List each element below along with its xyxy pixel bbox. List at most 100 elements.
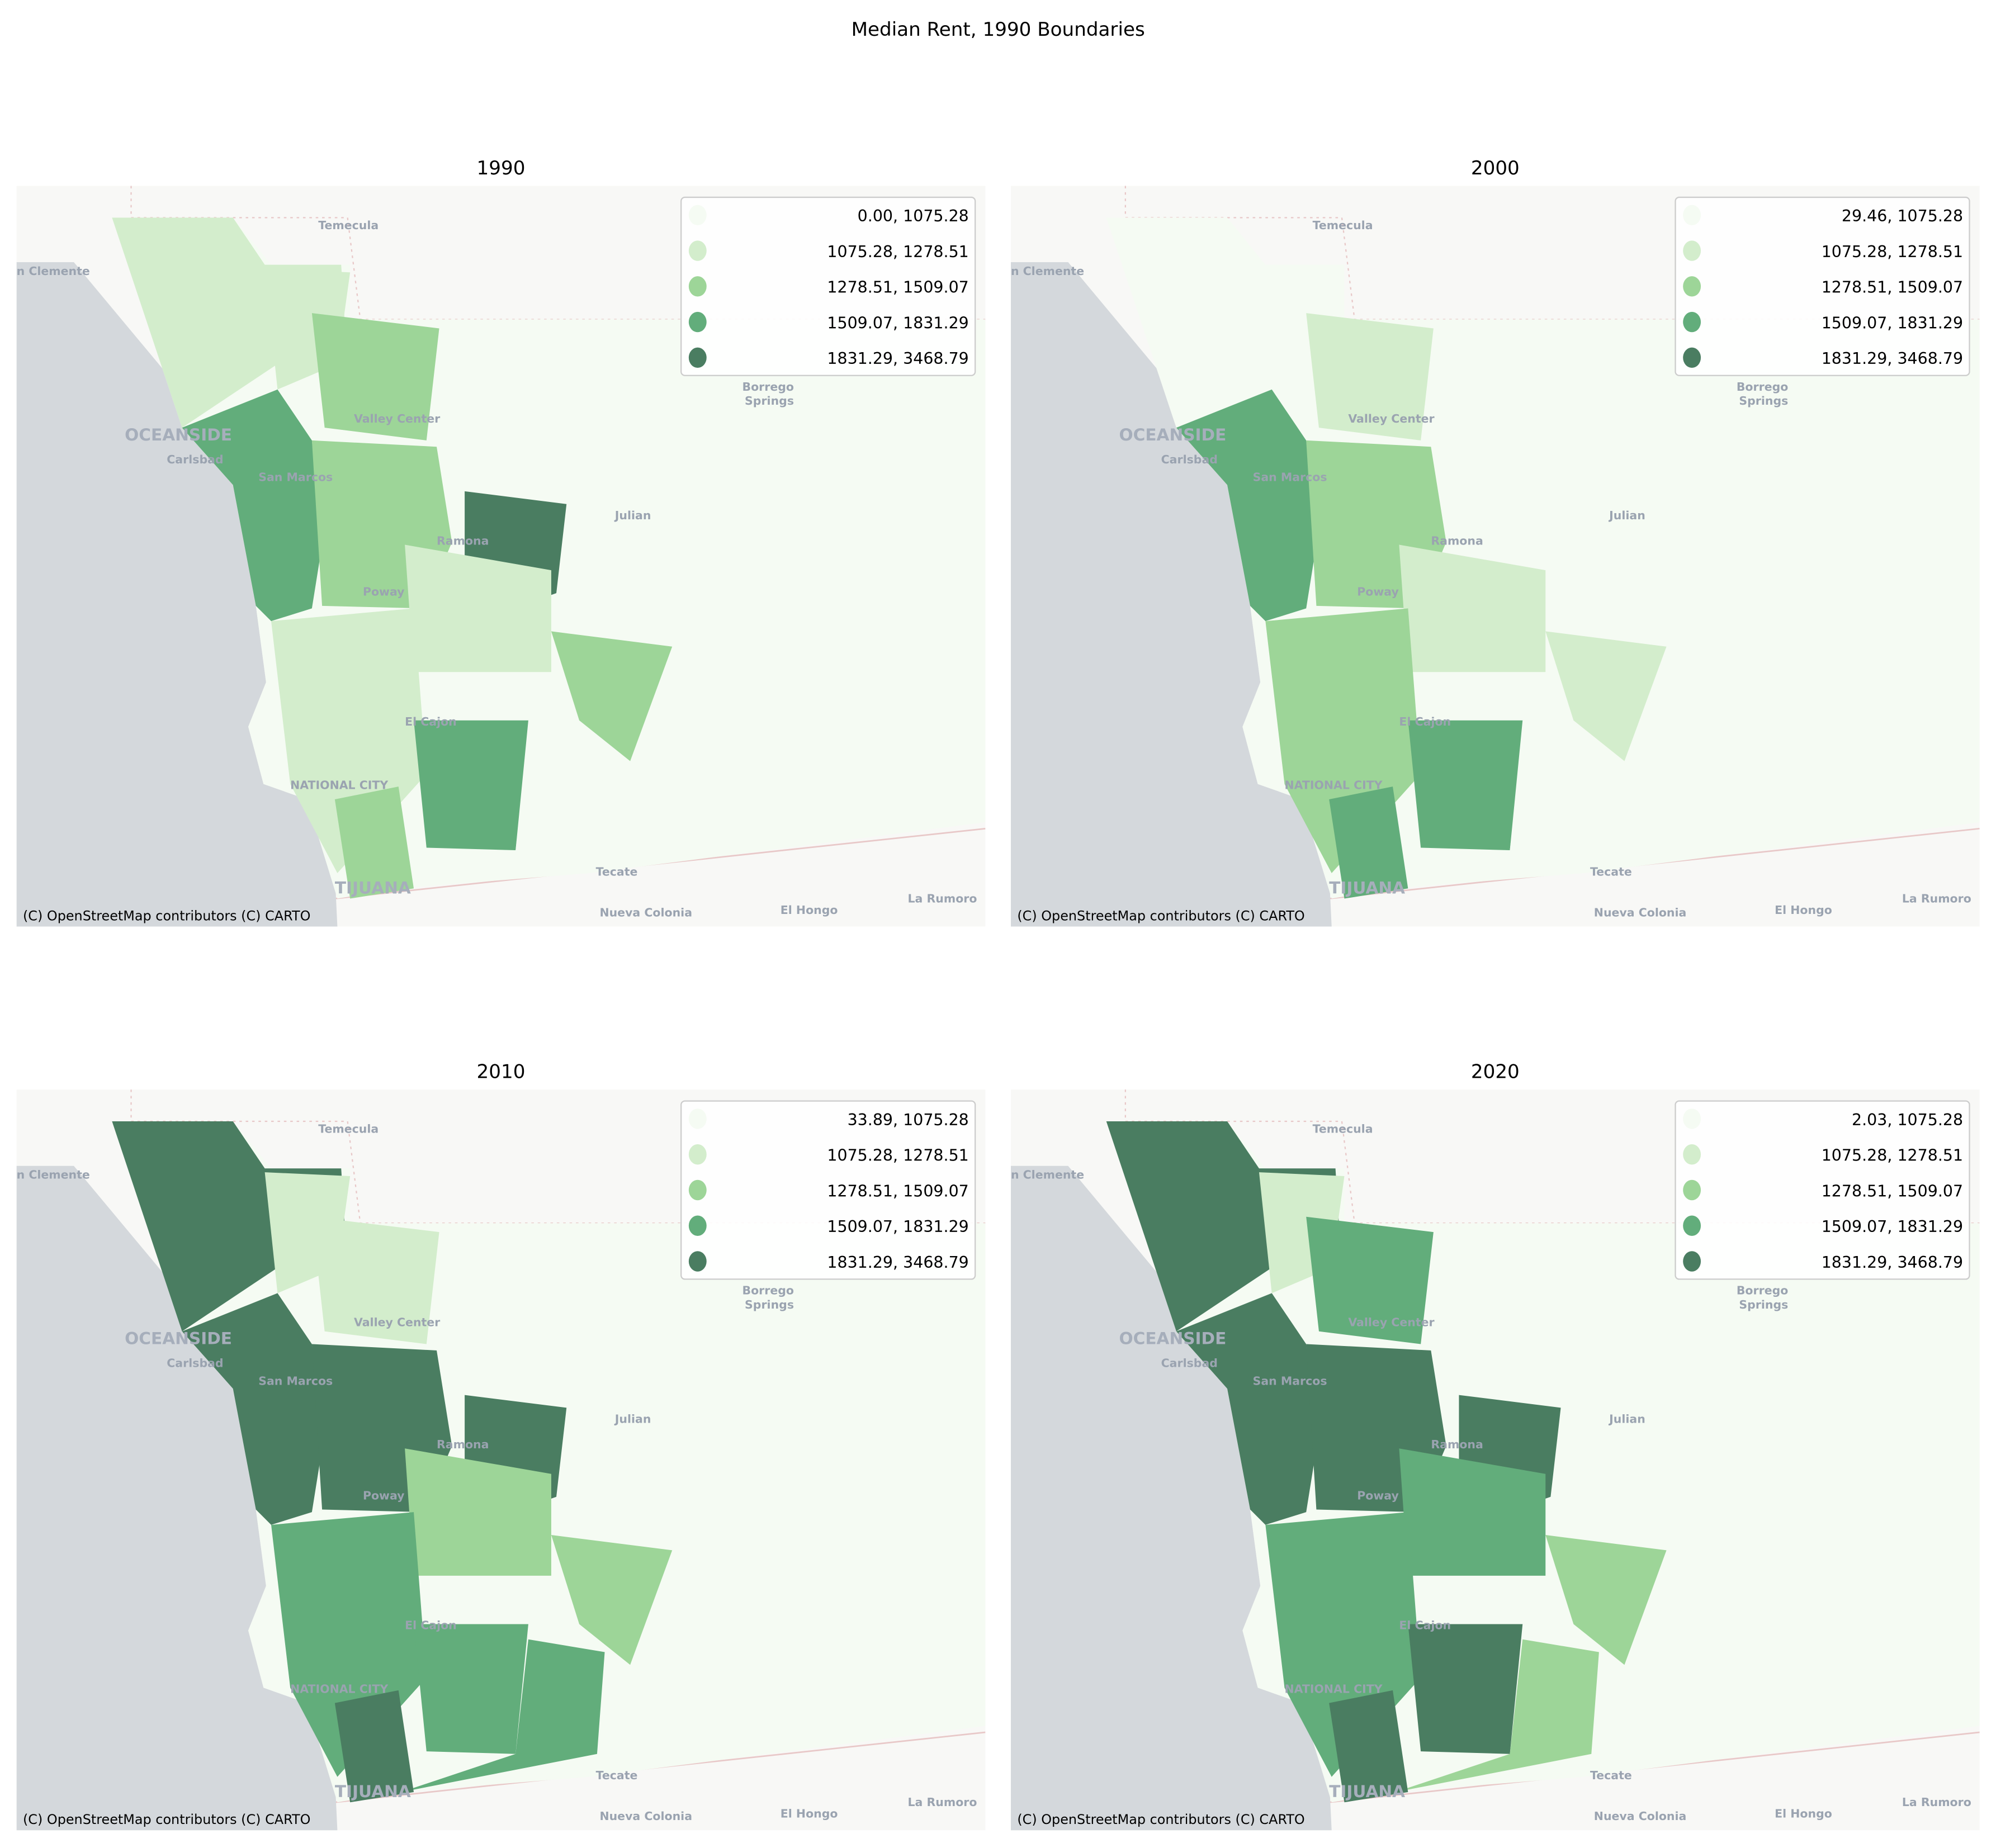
legend-marker [1683,1108,1701,1129]
place-label-nueva-colonia: Nueva Colonia [1594,906,1687,919]
legend-label: 1831.29, 3468.79 [1822,349,1963,368]
map-panel-2020: 2020 Temecula n Clemente OCEANSIDE Carlsbad S… [1010,1061,1980,1831]
place-label-temecula: Temecula [318,219,379,232]
legend-marker [1683,1179,1701,1201]
place-label-san-marcos: San Marcos [1253,1374,1327,1387]
tract-region [1306,313,1434,440]
tract-region [182,1293,323,1525]
legend-label: 1509.07, 1831.29 [827,1217,968,1236]
place-label-springs: Springs [1739,394,1788,407]
tract-region [551,631,673,761]
map-area[interactable]: Temecula n Clemente OCEANSIDE Carlsbad San M… [1010,1089,1980,1831]
legend-box [1675,196,1970,376]
place-label-san-clemente: n Clemente [1011,1168,1084,1182]
place-label-tecate: Tecate [596,865,638,879]
legend-marker [1683,240,1701,261]
legend-label: 33.89, 1075.28 [848,1111,969,1129]
place-label-julian: Julian [614,1413,651,1426]
legend: 33.89, 1075.28 1075.28, 1278.51 1278.51, 1… [680,1100,976,1280]
border-line [130,186,986,320]
legend-label: 1831.29, 3468.79 [827,349,968,368]
place-label-borrego: Borrego [742,380,794,394]
panel-title: 1990 [477,157,526,179]
legend-marker [688,1108,707,1129]
tract-region [1395,1639,1599,1793]
place-label-el-cajon: El Cajon [405,1619,457,1632]
place-label-oceanside: OCEANSIDE [125,1329,232,1348]
place-label-valley-center: Valley Center [1348,1316,1435,1329]
tract-region [311,1216,439,1344]
place-label-el-cajon: El Cajon [405,715,457,728]
map-panel-2000: 2000 Temecula n Clemente OCEANSIDE Carlsbad S… [1010,157,1980,927]
tract-region [182,389,323,622]
place-label-valley-center: Valley Center [354,412,441,425]
ocean [16,262,338,927]
place-label-tecate: Tecate [1590,1769,1632,1782]
tract-region [414,720,528,851]
legend: 29.46, 1075.28 1075.28, 1278.51 1278.51, 1… [1675,196,1970,376]
figure-title: Median Rent, 1990 Boundaries [852,18,1145,41]
place-label-la-rumorosa: La Rumoro [1902,1795,1971,1809]
border-line [1124,186,1980,320]
place-label-ramona: Ramona [1431,534,1483,548]
ocean [16,1165,338,1831]
legend-label: 1075.28, 1278.51 [1822,243,1963,261]
legend: 0.00, 1075.28 1075.28, 1278.51 1278.51, 15… [680,196,976,376]
tract-region [1176,389,1317,622]
legend-marker [688,1144,707,1165]
legend-marker [1683,311,1701,333]
place-label-la-rumorosa: La Rumoro [908,1795,977,1809]
legend-marker [1683,1215,1701,1236]
tract-region [1408,1624,1523,1754]
tract-region [1545,1535,1667,1665]
map-area[interactable]: Temecula n Clemente OCEANSIDE Carlsbad San M… [16,1089,986,1831]
legend-label: 1509.07, 1831.29 [1822,1217,1963,1236]
legend-label: 1075.28, 1278.51 [827,243,968,261]
place-label-san-marcos: San Marcos [1253,471,1327,484]
map-panel-2010: 2010 Temecula n Clemente OCEANSIDE Carlsbad S… [16,1061,986,1831]
legend-label: 29.46, 1075.28 [1842,207,1963,225]
place-label-national-city: NATIONAL CITY [290,779,389,792]
legend-marker [688,240,707,261]
tract-region [405,544,551,672]
place-label-tijuana: TIJUANA [1329,878,1405,897]
tract-region [334,786,414,899]
legend: 2.03, 1075.28 1075.28, 1278.51 1278.51, 15… [1675,1100,1970,1280]
panel-title: 2000 [1471,157,1520,179]
place-label-tecate: Tecate [1590,865,1632,879]
place-label-el-hongo: El Hongo [781,903,838,917]
place-label-julian: Julian [614,509,651,522]
tract-region [401,736,605,889]
place-label-springs: Springs [1739,1298,1788,1311]
place-label-carlsbad: Carlsbad [167,1356,223,1370]
legend-marker [688,1179,707,1201]
place-label-la-rumorosa: La Rumoro [1902,892,1971,905]
attribution: (C) OpenStreetMap contributors (C) CARTO [1017,908,1304,923]
place-label-borrego: Borrego [742,1284,794,1297]
tract-region [334,1690,414,1803]
legend-marker [1683,276,1701,297]
place-label-borrego: Borrego [1737,380,1789,394]
attribution: (C) OpenStreetMap contributors (C) CARTO [23,1812,310,1827]
legend-label: 1278.51, 1509.07 [1822,278,1963,297]
place-label-temecula: Temecula [318,1122,379,1136]
ocean [1010,1165,1332,1831]
place-label-national-city: NATIONAL CITY [1284,779,1383,792]
legend-marker [1683,205,1701,226]
place-label-san-clemente: n Clemente [1011,264,1084,278]
place-label-nueva-colonia: Nueva Colonia [1594,1809,1687,1823]
panel-title: 2010 [477,1061,526,1083]
legend-label: 1509.07, 1831.29 [827,314,968,332]
place-label-valley-center: Valley Center [1348,412,1435,425]
legend-box [1675,1100,1970,1280]
place-label-el-cajon: El Cajon [1399,1619,1451,1632]
legend-label: 1278.51, 1509.07 [827,1182,968,1200]
legend-label: 2.03, 1075.28 [1852,1111,1963,1129]
place-label-el-cajon: El Cajon [1399,715,1451,728]
place-label-julian: Julian [1608,1413,1645,1426]
place-label-poway: Poway [1357,585,1399,599]
tract-region [1545,631,1667,761]
map-area[interactable]: Temecula n Clemente OCEANSIDE Carlsbad San M… [1010,186,1980,927]
place-label-oceanside: OCEANSIDE [1119,425,1226,444]
tract-region [405,1448,551,1576]
